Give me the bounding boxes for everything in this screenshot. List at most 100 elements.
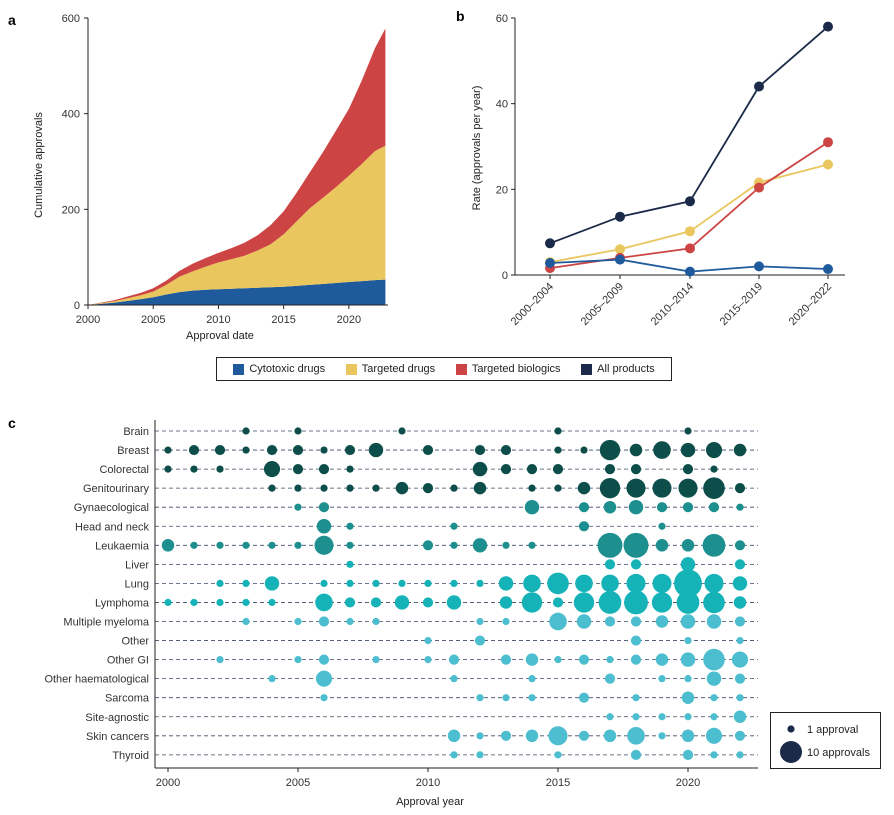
bubble <box>578 521 590 532</box>
bubble <box>604 559 616 570</box>
bubble <box>318 616 330 627</box>
bubble <box>655 615 669 628</box>
bubble <box>190 598 198 607</box>
panel-a-x-tick-label: 2015 <box>271 314 295 326</box>
bubble <box>658 675 666 683</box>
bubble <box>242 617 250 626</box>
bubble <box>628 500 644 515</box>
bubble <box>498 576 514 591</box>
bubble <box>684 713 692 721</box>
bubble <box>472 461 488 477</box>
bubble <box>502 694 510 702</box>
bubble <box>448 654 460 665</box>
bubble <box>632 694 640 702</box>
bubble <box>734 559 746 570</box>
bubble <box>320 484 328 492</box>
area-targeted-biologics <box>88 28 386 305</box>
size-legend-large-dot <box>780 741 802 763</box>
bubble <box>554 656 562 664</box>
bubble <box>652 573 672 593</box>
bubble <box>346 560 354 568</box>
bubble <box>684 675 692 683</box>
panel-c-x-tick-label: 2010 <box>416 777 440 789</box>
bubble <box>472 538 488 553</box>
bubble <box>710 694 718 702</box>
bubble <box>710 751 718 759</box>
bubble <box>263 461 281 478</box>
panel-c-x-tick-label: 2005 <box>286 777 310 789</box>
bubble <box>474 635 486 646</box>
bubble <box>578 730 590 741</box>
bubble <box>733 710 747 723</box>
bubble <box>732 576 748 591</box>
bubble <box>346 617 354 626</box>
point-targeted-biologics <box>823 137 833 148</box>
category-label: Other haematological <box>44 674 149 686</box>
bubble <box>500 464 512 475</box>
line-all-products <box>549 25 829 245</box>
bubble <box>523 574 541 593</box>
bubble <box>450 522 458 530</box>
panel-b-x-tick-label: 2010–2014 <box>649 281 696 328</box>
bubble <box>601 574 619 593</box>
point-targeted-drugs <box>615 244 625 255</box>
bubble <box>552 597 564 608</box>
point-all-products <box>823 21 833 32</box>
bubble <box>604 673 616 684</box>
bubble <box>681 729 695 743</box>
point-targeted-biologics <box>754 182 764 193</box>
bubble <box>651 592 673 613</box>
bubble <box>476 579 484 588</box>
point-cytotoxic-drugs <box>685 266 695 277</box>
bubble <box>733 443 747 457</box>
bubble <box>446 595 462 610</box>
bubble <box>627 726 645 745</box>
bubble <box>242 541 250 549</box>
bubble <box>424 656 432 664</box>
bubble <box>554 751 562 759</box>
bubble <box>630 559 642 570</box>
bubble <box>630 616 642 627</box>
panel-a-areas <box>88 28 386 305</box>
panel-b-x-tick-label: 2015–2019 <box>718 281 765 328</box>
legend-label-targeted-drugs: Targeted drugs <box>361 363 436 375</box>
bubble <box>706 671 722 686</box>
panel-b-y-tick-label: 20 <box>496 184 508 196</box>
bubble <box>624 590 648 615</box>
point-all-products <box>685 196 695 207</box>
size-legend-small-dot <box>787 725 795 733</box>
bubble <box>294 541 302 549</box>
bubble <box>630 635 642 646</box>
point-cytotoxic-drugs <box>615 254 625 265</box>
bubble <box>630 654 642 665</box>
bubble <box>652 478 672 498</box>
bubble <box>577 481 591 495</box>
color-legend: Cytotoxic drugs Targeted drugs Targeted … <box>216 357 672 381</box>
bubble <box>521 592 543 613</box>
bubble <box>216 465 224 473</box>
point-all-products <box>754 81 764 92</box>
bubble <box>346 579 354 588</box>
bubble <box>578 692 590 703</box>
panel-a-y-tick-label: 0 <box>74 300 80 312</box>
legend-swatch-targeted-drugs <box>345 363 357 375</box>
bubble <box>502 617 510 626</box>
panel-a-x-tick-label: 2020 <box>337 314 361 326</box>
bubble <box>398 579 406 588</box>
bubble <box>502 541 510 549</box>
bubble <box>315 593 333 612</box>
bubble <box>706 614 722 629</box>
bubble <box>266 444 278 456</box>
bubble <box>242 579 250 588</box>
panel-c-x-tick-label: 2020 <box>676 777 700 789</box>
point-targeted-drugs <box>685 226 695 237</box>
legend-label-all-products: All products <box>597 363 655 375</box>
bubble <box>190 465 198 473</box>
category-label: Leukaemia <box>95 540 150 552</box>
panel-c-ticks: 2000 2005 2010 2015 2020 <box>156 768 700 789</box>
bubble <box>603 500 617 514</box>
legend-label-targeted-biologics: Targeted biologics <box>471 363 561 375</box>
point-all-products <box>615 211 625 222</box>
category-label: Other GI <box>107 655 149 667</box>
bubble <box>294 617 302 626</box>
